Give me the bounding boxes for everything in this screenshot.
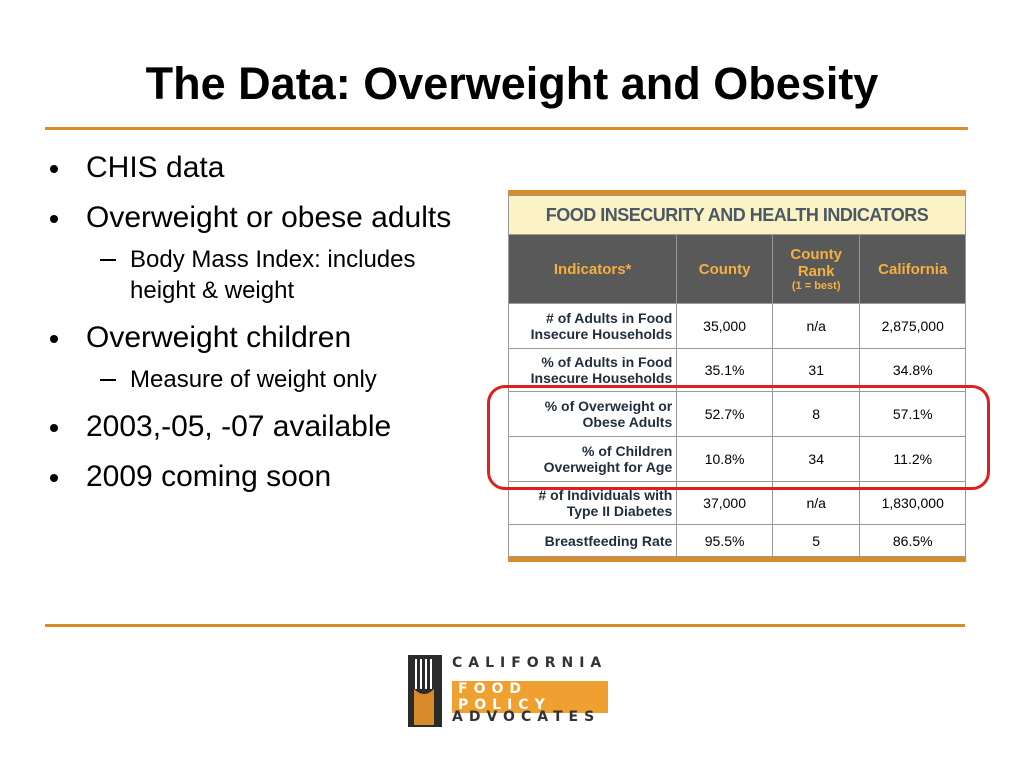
bullet-item: 2009 coming soon (48, 459, 478, 495)
header-cell: Indicators* (507, 234, 678, 304)
header-text: California (878, 260, 948, 278)
footer-rule (45, 624, 965, 627)
bullet-item: Body Mass Index: includes height & weigh… (48, 244, 478, 306)
bullet-text: 2003,-05, -07 available (86, 410, 392, 443)
bullet-marker (50, 335, 58, 343)
bullet-marker (100, 259, 116, 261)
table-cell: 86.5% (859, 524, 966, 557)
table-cell: 11.2% (859, 436, 966, 482)
bullet-text: Measure of weight only (130, 366, 377, 393)
table-title: FOOD INSECURITY AND HEALTH INDICATORS (508, 195, 966, 235)
row-label: % of Overweight or Obese Adults (507, 391, 678, 437)
table-row: % of Children Overweight for Age 10.8% 34 1… (507, 436, 966, 482)
bullet-text: Overweight children (86, 321, 352, 354)
header-cell: County (676, 234, 773, 304)
bullet-item: CHIS data (48, 150, 478, 186)
row-label: % of Adults in Food Insecure Households (507, 348, 678, 392)
header-text: Indicators* (553, 260, 632, 278)
bullet-item: Measure of weight only (48, 364, 478, 395)
logo-icon (408, 655, 442, 727)
table-cell: 5 (771, 524, 861, 557)
table-cell: 2,875,000 (859, 303, 966, 349)
highlight-box (487, 385, 990, 490)
bullet-marker (50, 215, 58, 223)
bullet-list: CHIS data Overweight or obese adults Body … (48, 150, 478, 509)
bullet-item: Overweight children (48, 320, 478, 356)
bullet-marker (100, 379, 116, 381)
bullet-text: 2009 coming soon (86, 460, 332, 493)
table-row: # of Adults in Food Insecure Households 3… (507, 303, 966, 349)
bullet-text: CHIS data (86, 151, 225, 184)
logo-line: CALIFORNIA (452, 655, 608, 671)
table-cell: 10.8% (676, 436, 773, 482)
title-rule (45, 127, 968, 130)
row-label: % of Children Overweight for Age (507, 436, 678, 482)
bullet-item: 2003,-05, -07 available (48, 409, 478, 445)
bullet-text: Overweight or obese adults (86, 201, 452, 234)
table-row: Breastfeeding Rate 95.5% 5 86.5% (507, 524, 966, 557)
header-row: Indicators* County County Rank (1 = best) Ca… (507, 234, 966, 304)
table-title-row: FOOD INSECURITY AND HEALTH INDICATORS (508, 195, 966, 235)
bullet-marker (50, 165, 58, 173)
table: FOOD INSECURITY AND HEALTH INDICATORS Ind… (507, 195, 966, 557)
indicator-table: FOOD INSECURITY AND HEALTH INDICATORS Ind… (507, 190, 966, 562)
logo-line: FOOD POLICY (452, 681, 608, 713)
header-text: County (698, 260, 751, 278)
slide-title: The Data: Overweight and Obesity (145, 58, 879, 109)
table-cell: 52.7% (676, 391, 773, 437)
table-cell: n/a (771, 303, 861, 349)
table-row: % of Adults in Food Insecure Households 3… (507, 348, 966, 392)
bullet-item: Overweight or obese adults (48, 200, 478, 236)
table-cell: 35,000 (676, 303, 773, 349)
bullet-marker (50, 474, 58, 482)
header-note: (1 = best) (791, 280, 841, 292)
logo: CALIFORNIA FOOD POLICY ADVOCATES (408, 655, 618, 730)
table-cell: 35.1% (676, 348, 773, 392)
header-cell: County Rank (1 = best) (771, 234, 861, 304)
header-text: County Rank (790, 246, 843, 280)
table-cell: 95.5% (676, 524, 773, 557)
table-row: % of Overweight or Obese Adults 52.7% 8 57.… (507, 391, 966, 437)
table-cell: 31 (771, 348, 861, 392)
row-label: Breastfeeding Rate (507, 524, 678, 557)
header-cell: California (859, 234, 966, 304)
bullet-marker (50, 424, 58, 432)
row-label: # of Adults in Food Insecure Households (507, 303, 678, 349)
bullet-text: Body Mass Index: includes height & weigh… (130, 246, 416, 304)
logo-line: ADVOCATES (452, 709, 601, 725)
table-cell: 34.8% (859, 348, 966, 392)
